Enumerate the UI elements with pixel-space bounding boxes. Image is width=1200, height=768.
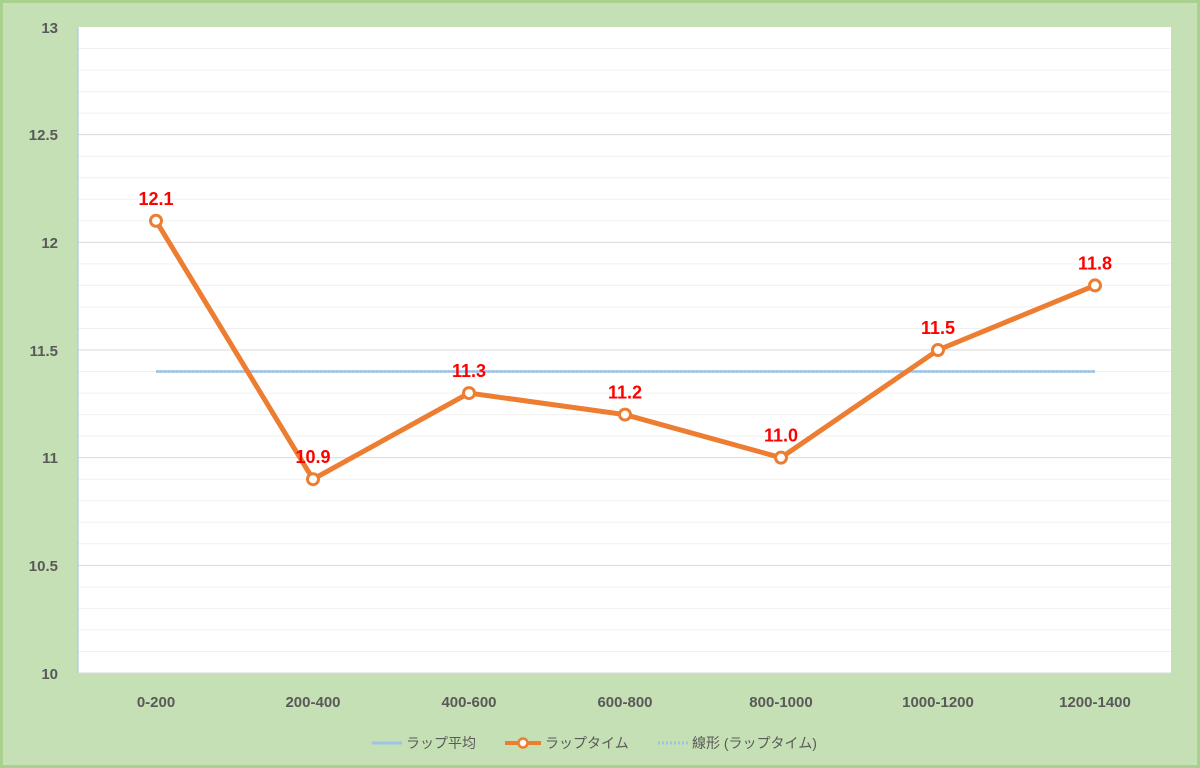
y-tick-label: 11.5 (30, 343, 58, 360)
lap-time-data-label: 11.5 (921, 318, 955, 338)
x-tick-label: 600-800 (597, 694, 652, 711)
x-tick-label: 400-600 (441, 694, 496, 711)
y-tick-label: 11 (42, 450, 58, 467)
legend-label-average: ラップ平均 (406, 735, 476, 751)
lap-time-data-label: 10.9 (295, 447, 330, 467)
x-tick-label: 200-400 (285, 694, 340, 711)
legend-item-trend[interactable]: 線形 (ラップタイム) (658, 735, 817, 751)
y-tick-label: 12 (41, 235, 58, 252)
lap-time-point (462, 386, 476, 401)
x-tick-label: 1000-1200 (902, 694, 974, 711)
lap-time-data-label: 11.2 (608, 383, 642, 403)
lap-time-point (931, 343, 945, 357)
y-axis-ticks: 13 12.5 12 11.5 11 10.5 10 (29, 20, 58, 683)
lap-time-point (774, 450, 788, 465)
lap-time-data-label: 11.3 (452, 361, 486, 381)
lap-time-point (1088, 278, 1102, 293)
legend-item-average[interactable]: ラップ平均 (372, 735, 476, 751)
y-tick-label: 10 (41, 666, 58, 683)
lap-time-data-label: 11.0 (764, 426, 798, 446)
lap-time-data-label: 11.8 (1078, 253, 1112, 273)
legend-item-lap-time[interactable]: ラップタイム (505, 735, 629, 751)
gridlines (78, 48, 1171, 652)
y-tick-label: 13 (41, 20, 58, 37)
x-tick-label: 1200-1400 (1059, 694, 1131, 711)
lap-time-point (149, 213, 163, 228)
lap-time-data-label: 12.1 (138, 189, 173, 209)
lap-time-point (618, 407, 632, 422)
legend-label-lap-time: ラップタイム (545, 735, 629, 751)
legend: ラップ平均 ラップタイム 線形 (ラップタイム) (372, 735, 817, 751)
lap-time-point (306, 472, 320, 487)
y-tick-label: 10.5 (29, 558, 58, 575)
series-layer: 12.1 10.9 11.3 11.2 11.0 11.5 11.8 (138, 189, 1112, 487)
x-axis-ticks: 0-200 200-400 400-600 600-800 800-1000 1… (137, 694, 1131, 711)
x-tick-label: 0-200 (137, 694, 175, 711)
x-tick-label: 800-1000 (749, 694, 812, 711)
legend-label-trend: 線形 (ラップタイム) (692, 735, 817, 751)
legend-marker-lap-time (517, 737, 529, 749)
y-tick-label: 12.5 (29, 127, 58, 144)
